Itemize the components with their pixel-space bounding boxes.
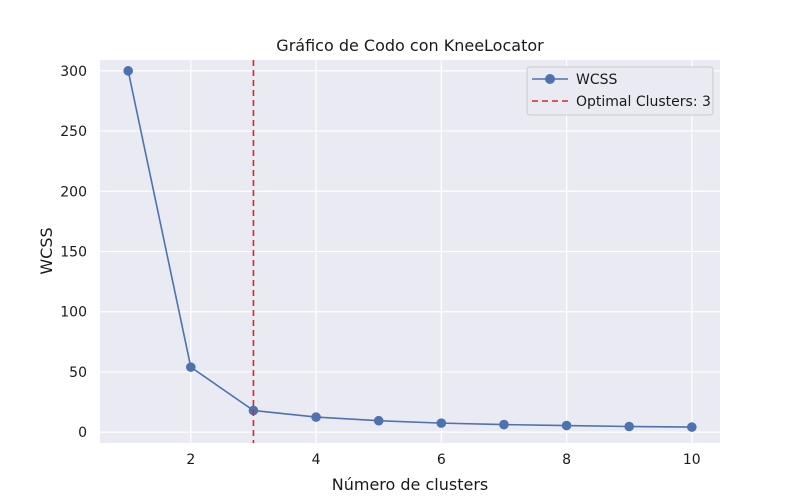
y-axis-title: WCSS <box>37 227 56 274</box>
legend-box <box>526 66 714 116</box>
wcss-series-line <box>127 70 692 428</box>
y-tick-label: 300 <box>60 64 87 80</box>
x-tick-label: 2 <box>186 452 195 468</box>
y-tick-label: 0 <box>78 425 87 441</box>
wcss-data-point <box>624 421 634 432</box>
wcss-data-point <box>561 420 572 431</box>
x-tick-label: 8 <box>562 452 571 468</box>
y-tick-label: 150 <box>60 245 87 261</box>
x-tick-label: 10 <box>683 452 701 468</box>
wcss-data-point <box>373 415 384 426</box>
legend-wcss-label: WCSS <box>576 72 618 88</box>
chart-title: Gráfico de Codo con KneeLocator <box>276 36 544 55</box>
y-tick-label: 250 <box>60 124 87 140</box>
legend: WCSS Optimal Clusters: 3 <box>526 66 714 116</box>
x-axis-title: Número de clusters <box>332 475 488 494</box>
y-tick-label: 50 <box>69 365 87 381</box>
wcss-data-point <box>687 422 697 432</box>
wcss-data-point <box>436 418 447 428</box>
legend-wcss-marker <box>545 74 555 84</box>
wcss-data-point <box>186 362 196 372</box>
wcss-data-point <box>499 419 509 430</box>
legend-optimal-label: Optimal Clusters: 3 <box>576 94 711 110</box>
wcss-data-point <box>123 66 133 76</box>
series-layer <box>123 66 697 432</box>
grid-lines <box>100 60 720 443</box>
y-tick-label: 200 <box>60 184 87 200</box>
x-tick-label: 4 <box>312 452 321 468</box>
x-tick-label: 6 <box>437 452 446 468</box>
y-tick-label: 100 <box>60 305 87 321</box>
wcss-data-point <box>311 412 321 422</box>
